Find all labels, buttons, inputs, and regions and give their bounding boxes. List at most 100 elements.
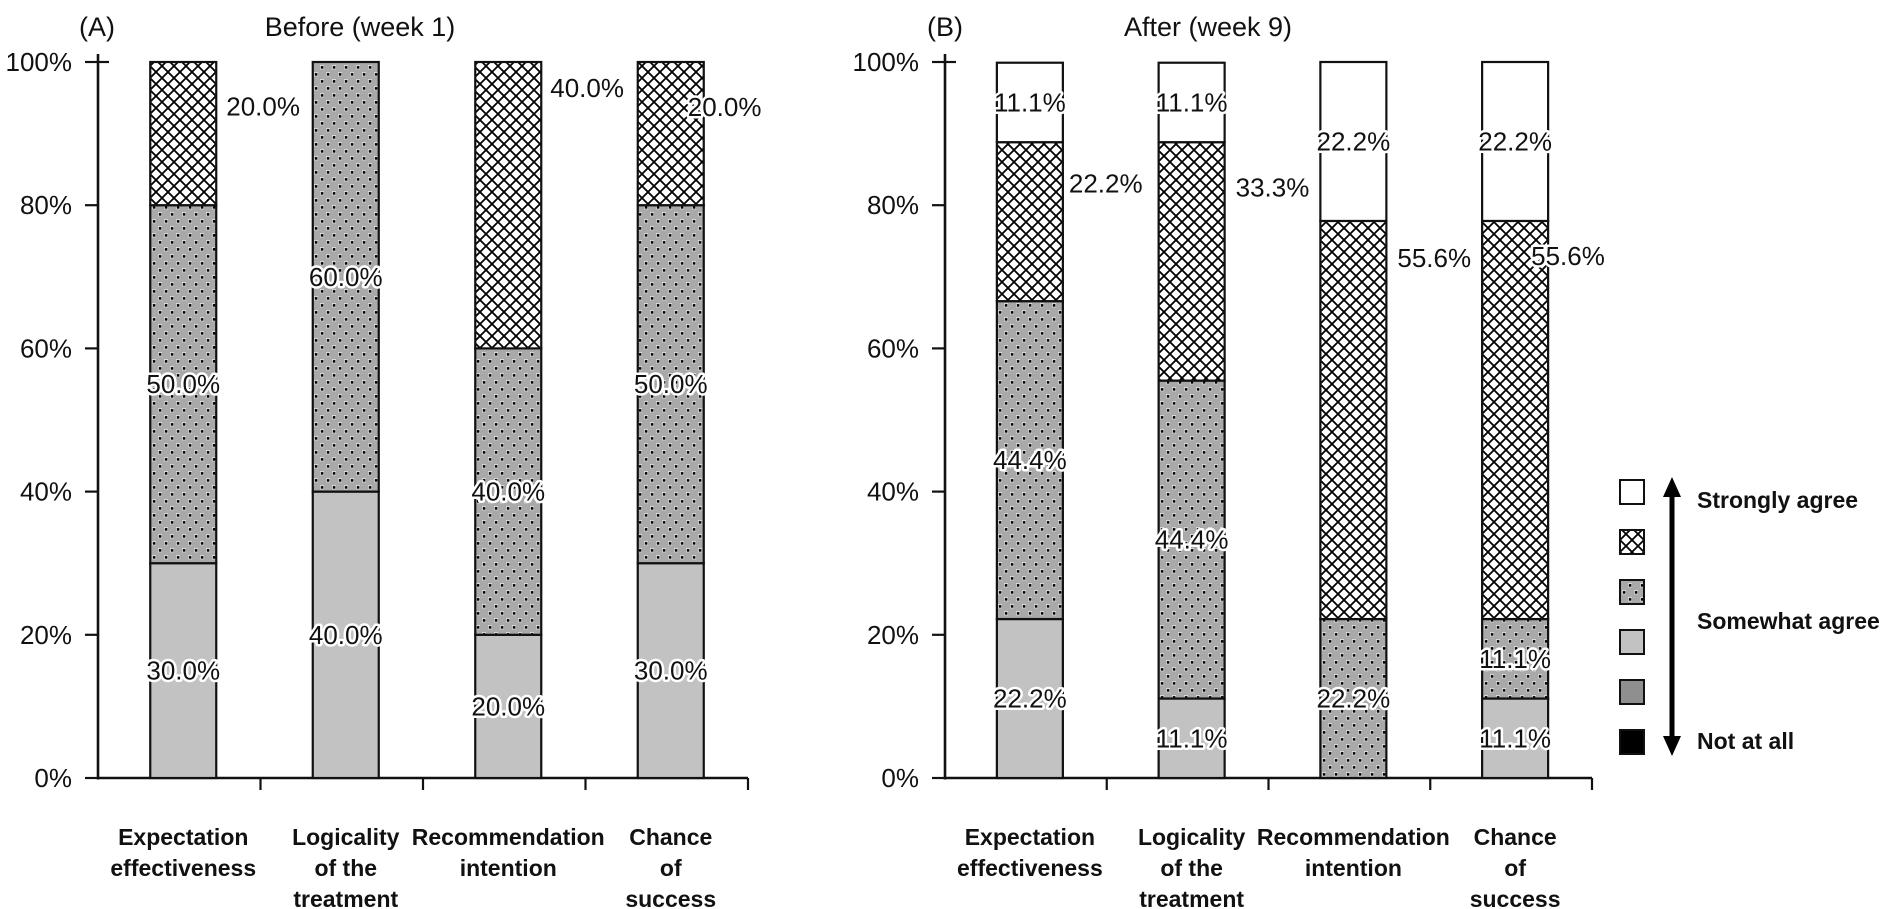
bar-segment-crosshatch: [1157, 141, 1226, 382]
segment-data-label: 40.0%: [309, 620, 383, 650]
bar-segment-light_gray: [474, 633, 543, 780]
y-axis-tick-label: 80%: [20, 190, 72, 220]
y-axis-tick-label: 0%: [881, 763, 919, 793]
bar-segment-white: [1319, 60, 1388, 223]
bar-segment-white: [995, 61, 1064, 144]
bar-segment-dots: [1157, 379, 1226, 700]
segment-data-label: 44.4%: [993, 445, 1067, 475]
legend: Strongly agree Somewhat agree Not at all: [1619, 477, 1880, 756]
bar-segment-crosshatch: [1319, 219, 1388, 621]
category-axis-label: Logicality: [1138, 824, 1246, 850]
y-axis-tick-label: 20%: [20, 620, 72, 650]
category-axis-label: intention: [1305, 855, 1402, 881]
bar-segment-white: [1481, 60, 1550, 223]
bar-segment-crosshatch: [995, 141, 1064, 303]
legend-label: Strongly agree: [1697, 487, 1858, 513]
double-headed-vertical-arrow-icon: [1663, 477, 1681, 756]
panel-corner-label: (A): [79, 12, 115, 42]
panel-title: After (week 9): [1124, 12, 1292, 42]
bar-segment-light_gray: [311, 490, 380, 780]
panel-a: (A) Before (week 1) 0% 20% 40% 60% 80% 100% 30.0…: [6, 12, 764, 909]
bar-segment-dots: [636, 204, 705, 565]
bar-segment-dots: [1481, 617, 1550, 700]
bar-recommendation-intention: 20.0% 40.0% 40.0% Recommendation intention: [412, 60, 626, 881]
y-axis-tick-label: 60%: [20, 333, 72, 363]
bar-segment-crosshatch: [636, 60, 705, 207]
category-axis-label: of: [1504, 855, 1526, 881]
bar-segment-light_gray: [636, 562, 705, 780]
legend-swatch-crosshatch-icon: [1619, 529, 1645, 555]
bar-segment-light_gray: [1157, 697, 1226, 780]
category-axis-label: effectiveness: [957, 855, 1103, 881]
segment-data-label: 11.1%: [1479, 723, 1551, 753]
category-axis-label: success: [1470, 886, 1561, 909]
y-axis-tick-label: 0%: [34, 763, 72, 793]
segment-data-label: 22.2%: [1069, 169, 1143, 199]
category-axis-label: Chance: [629, 824, 712, 850]
segment-data-label: 44.4%: [1155, 525, 1229, 555]
y-axis-tick-label: 80%: [867, 190, 919, 220]
bar-segment-dots: [995, 300, 1064, 621]
bar-chance-of-success: 30.0% 50.0% 20.0% Chance of success: [625, 60, 764, 909]
bar-segment-crosshatch: [474, 60, 543, 350]
segment-data-label: 40.0%: [550, 73, 624, 103]
y-axis-tick-label: 40%: [20, 477, 72, 507]
segment-data-label: 22.2%: [1317, 684, 1391, 714]
segment-data-label: 33.3%: [1236, 172, 1310, 202]
legend-label: Somewhat agree: [1697, 608, 1880, 634]
category-axis-label: Chance: [1474, 824, 1557, 850]
category-axis-label: treatment: [293, 886, 398, 909]
category-axis-label: effectiveness: [110, 855, 256, 881]
segment-data-label: 22.2%: [1317, 126, 1391, 156]
legend-swatch-black-icon: [1619, 729, 1645, 755]
segment-data-label: 50.0%: [634, 369, 708, 399]
segment-data-label: 55.6%: [1397, 243, 1471, 273]
y-axis-tick-label: 60%: [867, 333, 919, 363]
bar-expectation-effectiveness: 30.0% 50.0% 20.0% Expectation effectiveness: [110, 60, 302, 881]
category-axis-label: of the: [1160, 855, 1223, 881]
category-axis-label: of: [660, 855, 682, 881]
legend-swatch-white-icon: [1619, 479, 1645, 505]
segment-data-label: 30.0%: [146, 656, 220, 686]
segment-data-label: 50.0%: [146, 369, 220, 399]
panel-title: Before (week 1): [265, 12, 456, 42]
panel-b: (B) After (week 9) 0% 20% 40% 60% 80% 100% 22.2%…: [853, 12, 1608, 909]
category-axis-label: treatment: [1139, 886, 1244, 909]
segment-data-label: 11.1%: [1156, 723, 1228, 753]
segment-data-label: 11.1%: [1156, 87, 1228, 117]
category-axis-label: success: [625, 886, 716, 909]
segment-data-label: 20.0%: [471, 691, 545, 721]
category-axis-label: Expectation: [965, 824, 1095, 850]
y-axis-tick-label: 100%: [853, 47, 920, 77]
bar-segment-crosshatch: [1481, 219, 1550, 621]
legend-swatch-dots-icon: [1619, 579, 1645, 605]
y-axis-tick-label: 40%: [867, 477, 919, 507]
segment-data-label: 20.0%: [688, 92, 762, 122]
bar-segment-dots: [311, 60, 380, 493]
bar-chance-of-success: 11.1% 11.1% 55.6% 22.2% Chance of success: [1470, 60, 1607, 909]
category-axis-label: Recommendation: [412, 824, 605, 850]
y-axis-tick-label: 100%: [6, 47, 73, 77]
bar-recommendation-intention: 22.2% 55.6% 22.2% Recommendation intention: [1257, 60, 1474, 881]
bar-logicality-of-the-treatment: 11.1% 44.4% 33.3% 11.1% Logicality of the trea…: [1138, 61, 1312, 909]
bar-logicality-of-the-treatment: 40.0% 60.0% Logicality of the treatment: [292, 60, 400, 909]
segment-data-label: 40.0%: [471, 477, 545, 507]
panel-corner-label: (B): [927, 12, 963, 42]
bar-expectation-effectiveness: 22.2% 44.4% 22.2% 11.1% Expectation effective…: [957, 61, 1145, 881]
legend-label: Not at all: [1697, 728, 1794, 754]
bar-segment-light_gray: [995, 617, 1064, 780]
segment-data-label: 20.0%: [226, 91, 300, 121]
bar-segment-dots: [474, 347, 543, 636]
y-axis-tick-label: 20%: [867, 620, 919, 650]
category-axis-label: Expectation: [118, 824, 248, 850]
segment-data-label: 11.1%: [1479, 644, 1551, 674]
category-axis-label: Recommendation: [1257, 824, 1450, 850]
bar-segment-crosshatch: [149, 60, 218, 207]
legend-swatch-dark_gray-icon: [1619, 679, 1645, 705]
segment-data-label: 30.0%: [634, 656, 708, 686]
category-axis-label: of the: [314, 855, 377, 881]
bar-segment-dots: [1319, 617, 1388, 780]
